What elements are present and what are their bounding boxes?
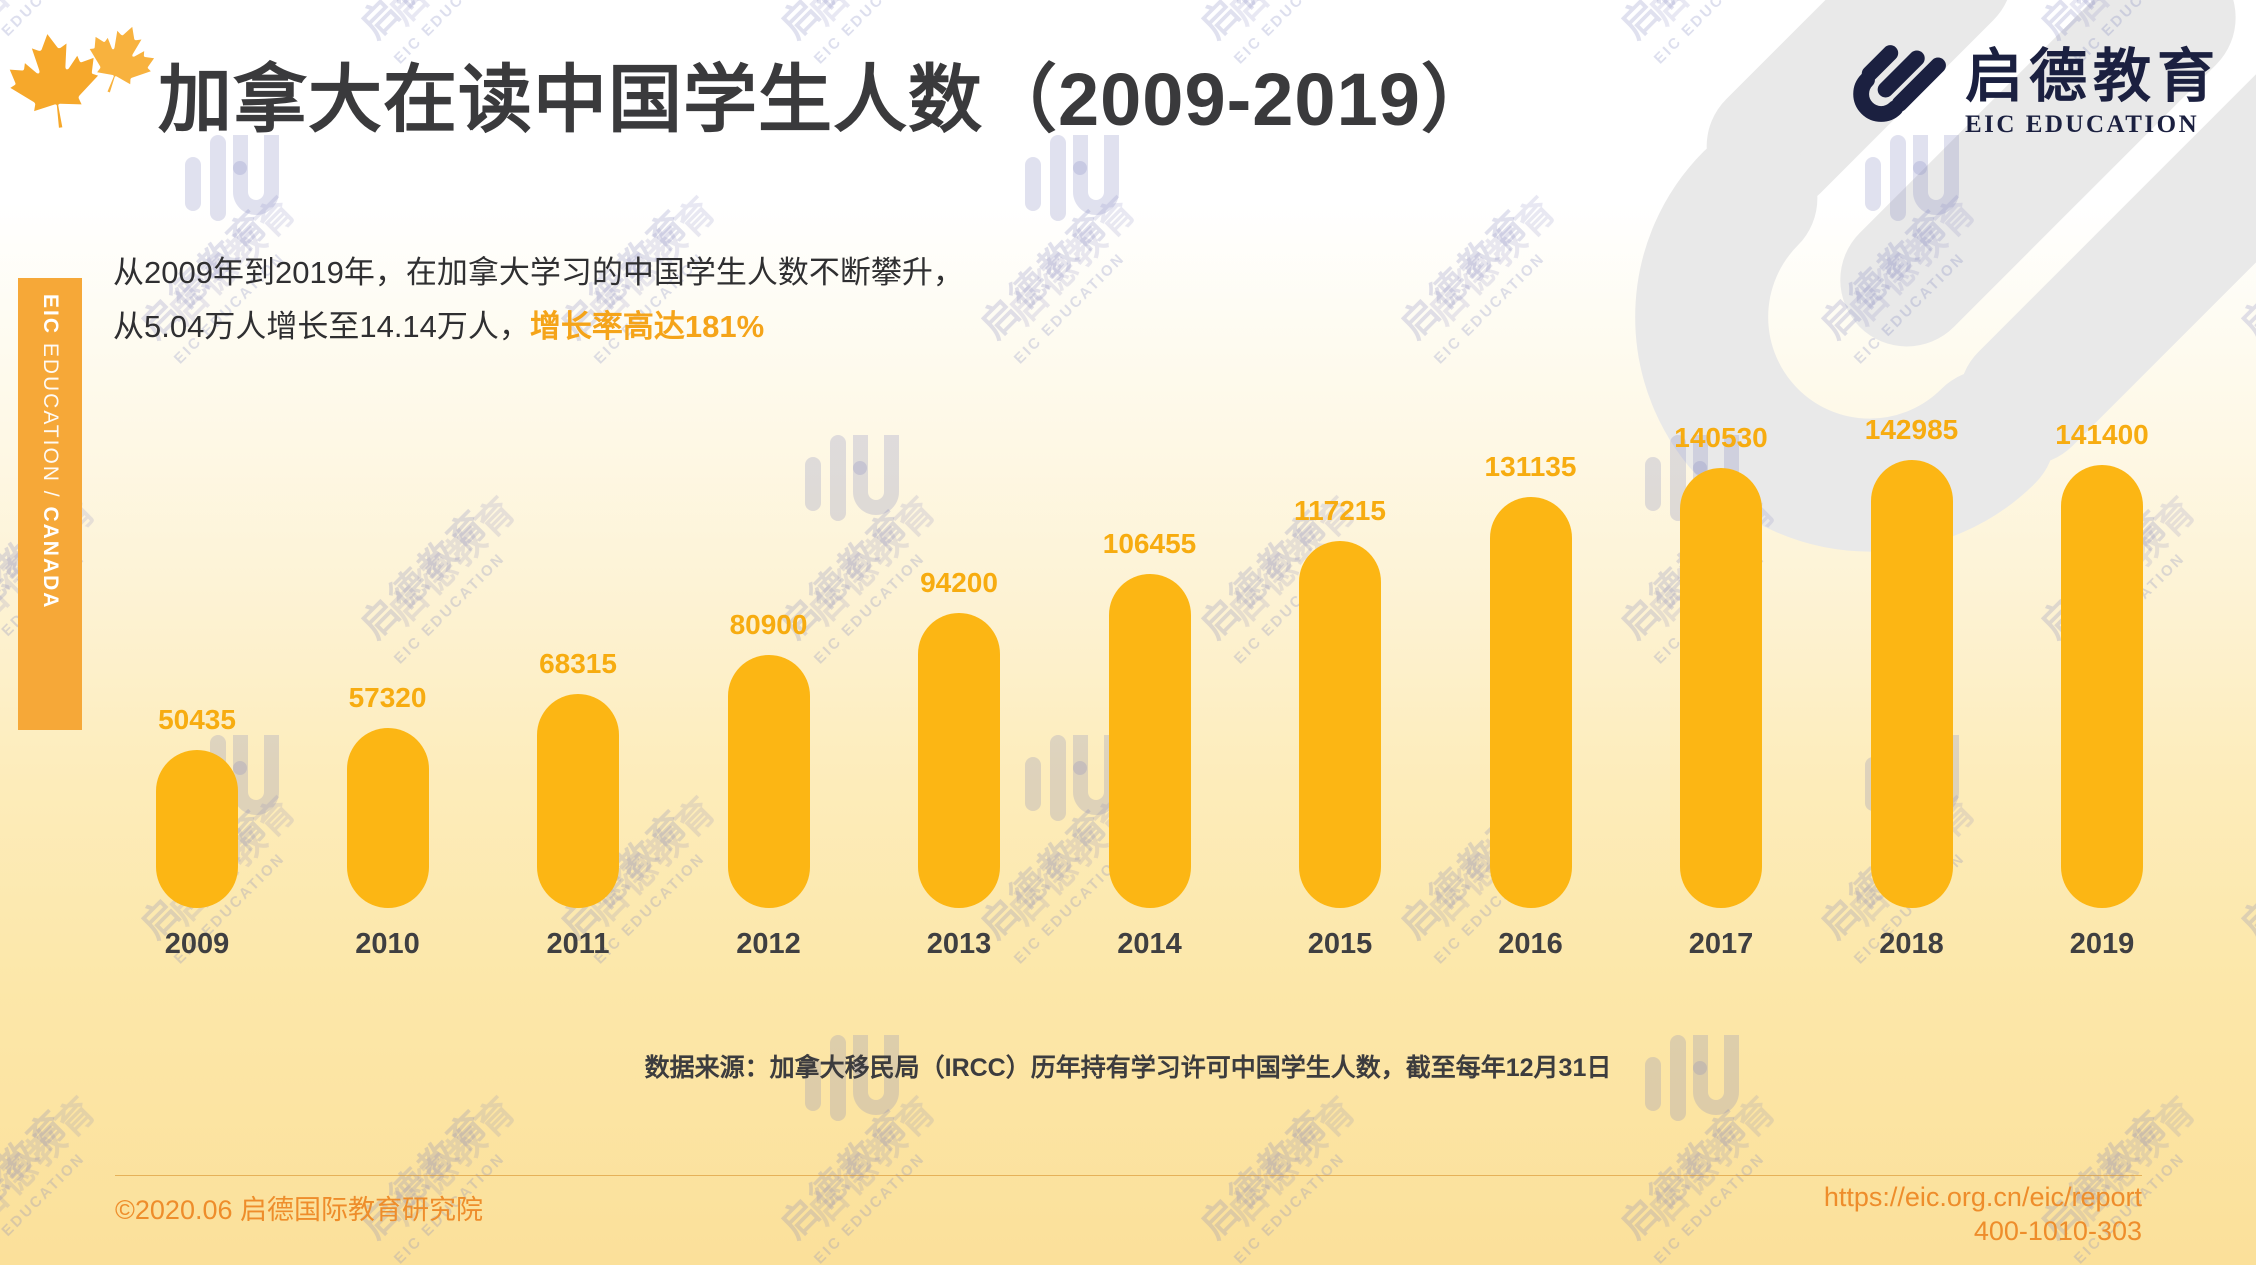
intro-line-1: 从2009年到2019年，在加拿大学习的中国学生人数不断攀升， xyxy=(113,255,964,290)
maple-leaf-icon-small xyxy=(75,13,165,109)
footer-url: https://eic.org.cn/eic/report xyxy=(1823,1182,2142,1212)
growth-rate-highlight: 增长率高达181% xyxy=(529,309,765,344)
x-axis-label: 2016 xyxy=(1498,928,1563,960)
bar xyxy=(537,694,619,908)
bar-value-label: 57320 xyxy=(348,682,427,713)
x-axis-label: 2011 xyxy=(546,928,610,960)
x-axis-label: 2014 xyxy=(1117,928,1182,960)
bar-value-label: 140530 xyxy=(1674,422,1768,453)
x-axis-label: 2015 xyxy=(1307,928,1373,960)
bar xyxy=(918,613,1000,908)
x-axis-label: 2012 xyxy=(736,928,801,960)
footer-contact: https://eic.org.cn/eic/report 400-1010-3… xyxy=(1824,1180,2142,1248)
data-source-note: 数据来源：加拿大移民局（IRCC）历年持有学习许可中国学生人数，截至每年12月3… xyxy=(644,1054,1612,1082)
x-axis-label: 2009 xyxy=(164,928,230,960)
sidebar-canada-label: EIC EDUCATION / CANADA xyxy=(39,294,62,610)
eic-logo: 启德教育 EIC EDUCATION xyxy=(1845,30,2221,153)
bar xyxy=(1108,574,1191,908)
bar xyxy=(156,750,238,908)
footer-divider xyxy=(115,1175,2142,1176)
intro-line-2: 从5.04万人增长至14.14万人，增长率高达181% xyxy=(113,309,765,344)
bar-value-label: 106455 xyxy=(1102,528,1197,559)
bar xyxy=(1299,541,1381,908)
bar xyxy=(1680,468,1762,908)
x-axis-label: 2019 xyxy=(2069,928,2135,960)
logo-text-en: EIC EDUCATION xyxy=(1965,110,2200,138)
bar xyxy=(1870,460,1953,908)
eic-logo-icon xyxy=(1845,30,1946,153)
bar-value-label: 142985 xyxy=(1864,414,1959,445)
bar xyxy=(1489,497,1572,908)
x-axis-label: 2010 xyxy=(355,928,420,960)
bar-value-label: 50435 xyxy=(158,704,236,735)
maple-leaf-icon xyxy=(1,24,106,139)
bar-value-label: 94200 xyxy=(920,567,998,598)
bar xyxy=(346,728,429,908)
footer-phone: 400-1010-303 xyxy=(1973,1216,2142,1246)
bar-value-label: 68315 xyxy=(539,648,617,679)
bar-value-label: 131135 xyxy=(1484,451,1577,482)
intro-text: 从2009年到2019年，在加拿大学习的中国学生人数不断攀升， 从5.04万人增… xyxy=(113,246,964,354)
bar-value-label: 80900 xyxy=(729,609,808,640)
footer-copyright: ©2020.06 启德国际教育研究院 xyxy=(115,1195,483,1225)
x-axis-label: 2013 xyxy=(926,928,992,960)
x-axis-label: 2018 xyxy=(1879,928,1944,960)
page-title: 加拿大在读中国学生人数（2009-2019） xyxy=(158,58,1496,141)
sidebar-canada-tab: EIC EDUCATION / CANADA xyxy=(18,278,82,730)
bar xyxy=(727,655,810,908)
logo-text-cn: 启德教育 xyxy=(1965,43,2222,109)
bar-value-label: 141400 xyxy=(2055,419,2149,450)
x-axis-label: 2017 xyxy=(1688,928,1754,960)
bar xyxy=(2061,465,2143,908)
bar-value-label: 117215 xyxy=(1294,495,1386,526)
